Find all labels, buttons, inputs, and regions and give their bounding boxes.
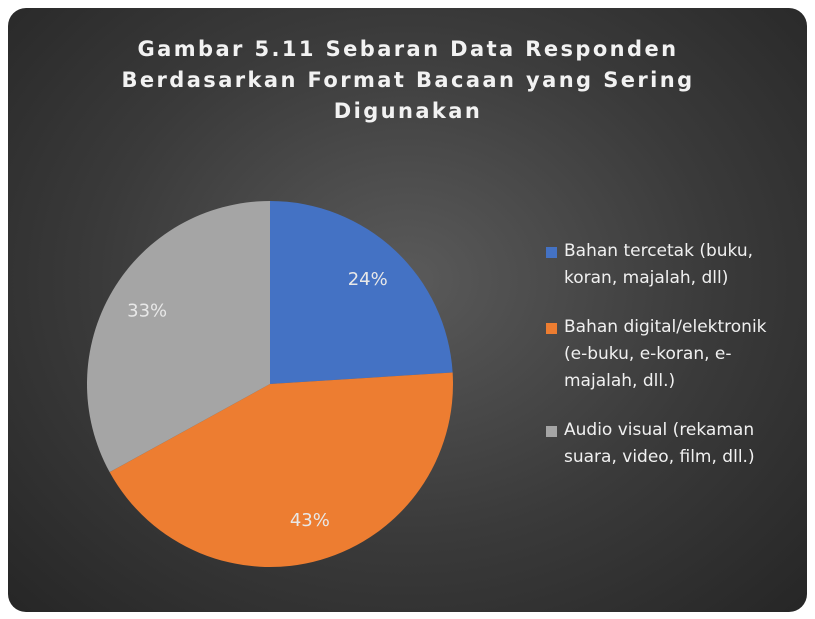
legend-swatch xyxy=(546,247,557,258)
legend-swatch xyxy=(546,323,557,334)
chart-title: Gambar 5.11 Sebaran Data Responden Berda… xyxy=(121,37,695,123)
pie-slice xyxy=(270,201,453,384)
legend-label: Bahan digital/elektronik (e-buku, e-kora… xyxy=(564,317,767,391)
pie-slice xyxy=(109,372,454,567)
pie-slice xyxy=(87,201,271,473)
legend-label: Bahan tercetak (buku, koran, majalah, dl… xyxy=(564,241,754,288)
legend-item: Audio visual (rekaman suara, video, film… xyxy=(546,417,791,471)
legend-swatch xyxy=(546,426,557,437)
data-label: 33% xyxy=(127,300,167,321)
plot: 24% 43% 33% xyxy=(87,201,454,567)
legend-label: Audio visual (rekaman suara, video, film… xyxy=(564,420,755,467)
data-label: 24% xyxy=(348,269,388,290)
legend: Bahan tercetak (buku, koran, majalah, dl… xyxy=(546,238,791,493)
legend-item: Bahan tercetak (buku, koran, majalah, dl… xyxy=(546,238,791,292)
chart: Gambar 5.11 Sebaran Data Responden Berda… xyxy=(8,8,807,612)
data-label: 43% xyxy=(290,510,330,531)
legend-item: Bahan digital/elektronik (e-buku, e-kora… xyxy=(546,314,791,395)
